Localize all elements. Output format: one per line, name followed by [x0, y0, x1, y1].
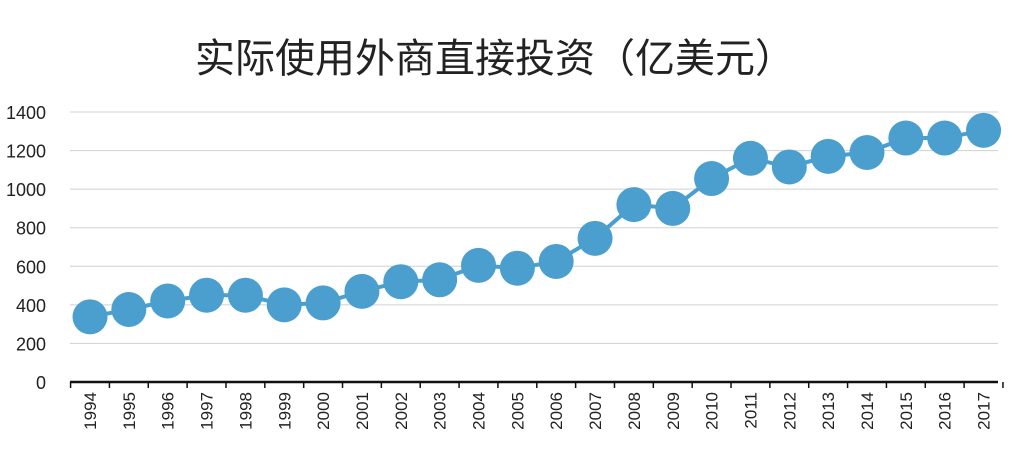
y-tick-label: 600	[16, 257, 46, 277]
x-tick-label: 1998	[236, 392, 255, 430]
data-point	[538, 243, 574, 279]
data-point	[461, 247, 496, 283]
x-tick-label: 2016	[936, 392, 955, 430]
x-tick-label: 2010	[703, 392, 722, 430]
data-point	[305, 285, 341, 321]
x-tick-label: 2004	[470, 392, 489, 430]
series-line	[89, 128, 984, 319]
y-tick-label: 800	[16, 219, 46, 239]
x-axis: 1994 1995 1996 1997 1998 1999 2000 2001 2002 2003…	[69, 380, 1004, 430]
data-point	[72, 299, 108, 335]
x-tick-label: 1994	[81, 392, 100, 430]
x-tick-label: 2008	[625, 392, 644, 430]
x-tick-label: 2011	[741, 392, 760, 429]
x-tick-label: 1996	[159, 392, 178, 430]
x-tick-label: 2003	[431, 392, 450, 430]
y-tick-label: 1400	[6, 103, 46, 123]
data-point	[344, 273, 380, 309]
series-area	[72, 112, 1002, 335]
x-tick-label: 2006	[547, 392, 566, 430]
data-point	[927, 120, 963, 156]
data-point	[616, 187, 652, 223]
x-tick-label: 2013	[819, 392, 838, 430]
y-tick-label: 1000	[6, 180, 46, 200]
x-tick-label: 2005	[508, 392, 527, 430]
x-tick-label: 2012	[780, 392, 799, 430]
x-tick-label: 2002	[392, 392, 411, 430]
data-point	[111, 291, 147, 327]
y-axis: 0 200 400 600 800 1000 1200 1400	[6, 103, 46, 393]
data-point	[655, 190, 691, 226]
y-tick-label: 1200	[6, 142, 46, 162]
data-point	[189, 277, 225, 313]
data-point	[383, 264, 419, 300]
data-point	[849, 135, 885, 170]
data-point	[694, 161, 730, 197]
y-tick-label: 0	[36, 373, 46, 393]
data-point	[422, 262, 458, 298]
data-point	[577, 220, 613, 256]
data-point	[810, 138, 846, 174]
x-tick-label: 1999	[275, 392, 294, 430]
x-tick-label: 1997	[198, 392, 217, 430]
data-point	[227, 277, 263, 313]
x-tick-label: 2017	[975, 392, 994, 430]
x-tick-label: 2015	[897, 392, 916, 430]
x-tick-label: 2000	[314, 392, 333, 430]
data-point	[888, 120, 924, 156]
data-point	[771, 149, 807, 185]
data-point	[150, 283, 186, 319]
x-tick-label: 2009	[664, 392, 683, 430]
data-point	[499, 250, 535, 286]
chart-title: 实际使用外商直接投资（亿美元）	[195, 36, 795, 82]
data-point	[266, 287, 302, 323]
data-point	[966, 112, 1002, 148]
y-tick-label: 400	[16, 296, 46, 316]
x-tick-label: 2014	[858, 392, 877, 430]
x-tick-label: 1995	[120, 392, 139, 430]
x-tick-label: 2001	[353, 392, 372, 430]
data-point	[732, 140, 768, 176]
y-tick-label: 200	[16, 334, 46, 354]
x-tick-label: 2007	[586, 392, 605, 430]
